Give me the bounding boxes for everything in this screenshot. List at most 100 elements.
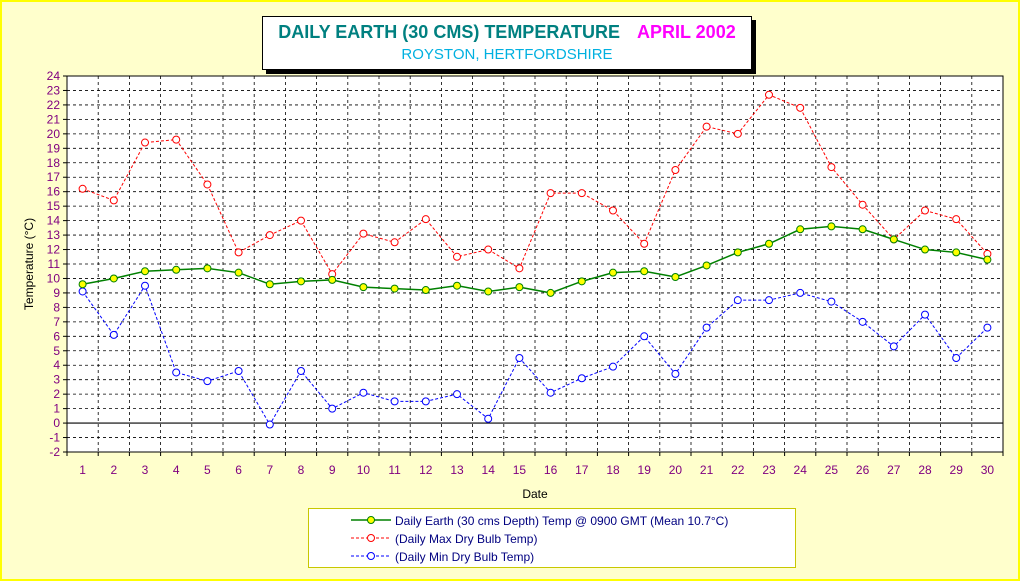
data-point-min [733, 296, 742, 305]
data-point-earth [609, 268, 617, 277]
data-point-min [141, 281, 149, 290]
legend-swatch-min [351, 552, 391, 560]
data-point-max [827, 163, 836, 172]
y-tick-label: 19 [47, 141, 61, 155]
data-point-max [577, 189, 586, 198]
data-point-min [234, 367, 243, 376]
y-tick-label: 0 [53, 416, 60, 430]
x-tick-label: 14 [482, 463, 496, 477]
data-point-min [297, 367, 305, 376]
x-tick-label: 3 [142, 463, 149, 477]
y-tick-label: 5 [53, 344, 60, 358]
legend-item-earth: Daily Earth (30 cms Depth) Temp @ 0900 G… [309, 512, 795, 530]
data-point-earth [234, 268, 243, 277]
chart-subtitle: ROYSTON, HERTFORDSHIRE [401, 46, 613, 63]
data-point-earth [858, 225, 867, 234]
x-tick-label: 1 [79, 463, 86, 477]
y-tick-label: 2 [53, 387, 60, 401]
x-tick-label: 9 [329, 463, 336, 477]
data-point-max [234, 248, 243, 257]
data-point-min [765, 296, 773, 305]
data-point-earth [141, 267, 149, 276]
data-point-max [78, 184, 87, 193]
x-tick-label: 21 [700, 463, 714, 477]
data-point-earth [328, 275, 337, 284]
data-point-min [421, 397, 430, 406]
series-line-earth [82, 225, 988, 294]
data-point-max [453, 252, 461, 261]
data-point-earth [796, 225, 805, 234]
x-tick-label: 28 [918, 463, 932, 477]
legend-label-min: (Daily Min Dry Bulb Temp) [395, 550, 535, 564]
data-point-min [109, 330, 118, 339]
data-point-max [858, 200, 867, 209]
data-point-earth [421, 286, 430, 295]
data-point-earth [203, 264, 212, 273]
x-tick-label: 10 [357, 463, 371, 477]
y-tick-label: 1 [53, 402, 60, 416]
data-point-earth [109, 274, 118, 283]
x-tick-label: 24 [794, 463, 808, 477]
y-tick-label: 3 [53, 373, 60, 387]
data-point-min [359, 388, 368, 397]
y-tick-label: 6 [53, 329, 60, 343]
legend-swatch-max [351, 534, 391, 542]
data-point-earth [577, 277, 586, 286]
y-tick-label: 18 [47, 156, 61, 170]
data-point-max [109, 196, 118, 205]
x-tick-label: 7 [266, 463, 273, 477]
data-point-earth [671, 273, 680, 282]
x-tick-label: 5 [204, 463, 211, 477]
x-tick-label: 22 [731, 463, 745, 477]
chart-period: APRIL 2002 [637, 22, 736, 42]
x-tick-label: 2 [110, 463, 117, 477]
x-tick-label: 26 [856, 463, 870, 477]
y-tick-label: 9 [53, 286, 60, 300]
data-point-earth [359, 283, 368, 292]
data-point-min [546, 388, 555, 397]
data-point-max [297, 216, 305, 225]
y-tick-label: 11 [48, 257, 61, 271]
y-tick-label: 10 [47, 271, 61, 285]
data-point-earth [453, 281, 461, 290]
x-tick-label: 17 [575, 463, 589, 477]
x-tick-label: 13 [450, 463, 464, 477]
title-box: DAILY EARTH (30 CMS) TEMPERATURE APRIL 2… [262, 16, 752, 70]
x-tick-label: 30 [981, 463, 995, 477]
legend: Daily Earth (30 cms Depth) Temp @ 0900 G… [308, 508, 796, 568]
legend-item-max: (Daily Max Dry Bulb Temp) [309, 530, 795, 548]
data-point-max [733, 129, 742, 138]
data-point-max [702, 122, 711, 131]
x-tick-label: 27 [887, 463, 901, 477]
y-axis-label: Temperature (°C) [22, 218, 36, 310]
data-point-min [858, 317, 867, 326]
legend-swatch-earth [351, 516, 391, 524]
y-tick-label: -1 [49, 431, 60, 445]
x-tick-label: 20 [669, 463, 683, 477]
data-point-min [921, 310, 929, 319]
y-tick-label: 12 [47, 243, 61, 257]
data-point-earth [702, 261, 711, 270]
data-point-earth [172, 265, 181, 274]
x-tick-label: 18 [606, 463, 620, 477]
data-point-min [796, 288, 805, 297]
data-point-min [577, 374, 586, 383]
x-tick-label: 25 [825, 463, 839, 477]
data-point-earth [921, 245, 929, 254]
data-point-max [484, 245, 493, 254]
data-point-min [265, 420, 274, 429]
y-tick-label: 7 [53, 315, 60, 329]
x-tick-label: 23 [762, 463, 776, 477]
y-tick-label: 13 [47, 228, 61, 242]
data-point-earth [889, 235, 898, 244]
series-line-min [82, 284, 988, 426]
x-tick-label: 12 [419, 463, 433, 477]
x-tick-label: 19 [638, 463, 652, 477]
y-tick-label: 23 [47, 83, 61, 97]
data-point-max [671, 166, 680, 174]
data-point-min [484, 414, 493, 423]
data-point-max [203, 180, 212, 189]
data-point-max [609, 206, 617, 215]
